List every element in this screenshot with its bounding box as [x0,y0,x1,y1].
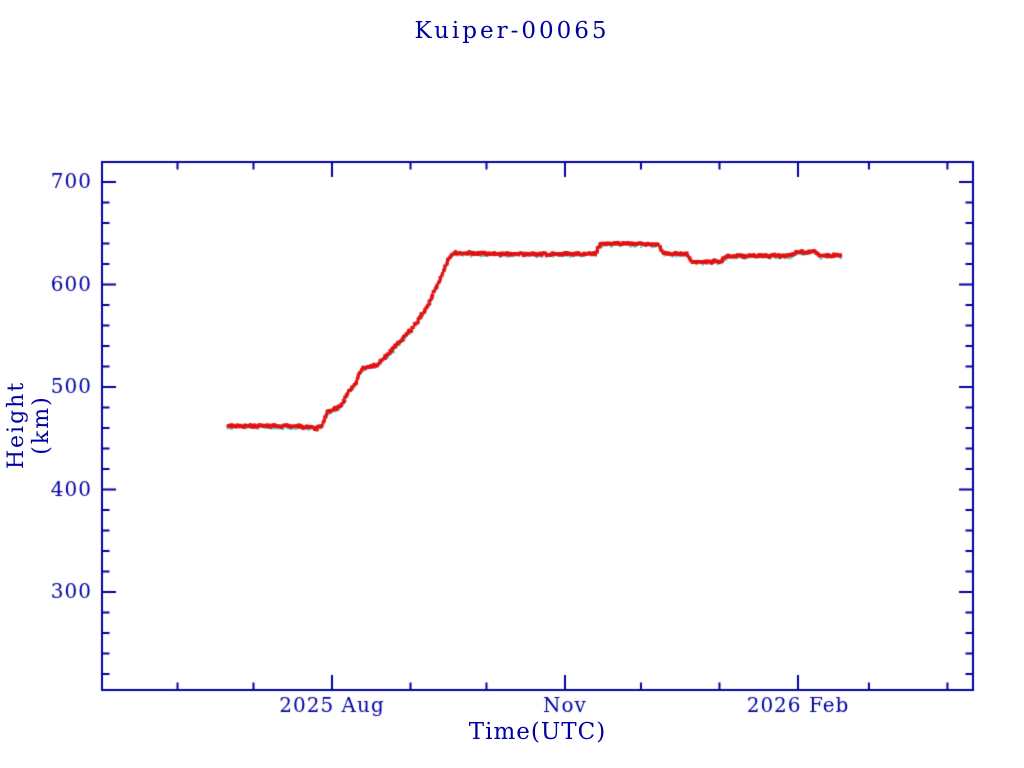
x-axis-label: Time(UTC) [468,719,607,745]
